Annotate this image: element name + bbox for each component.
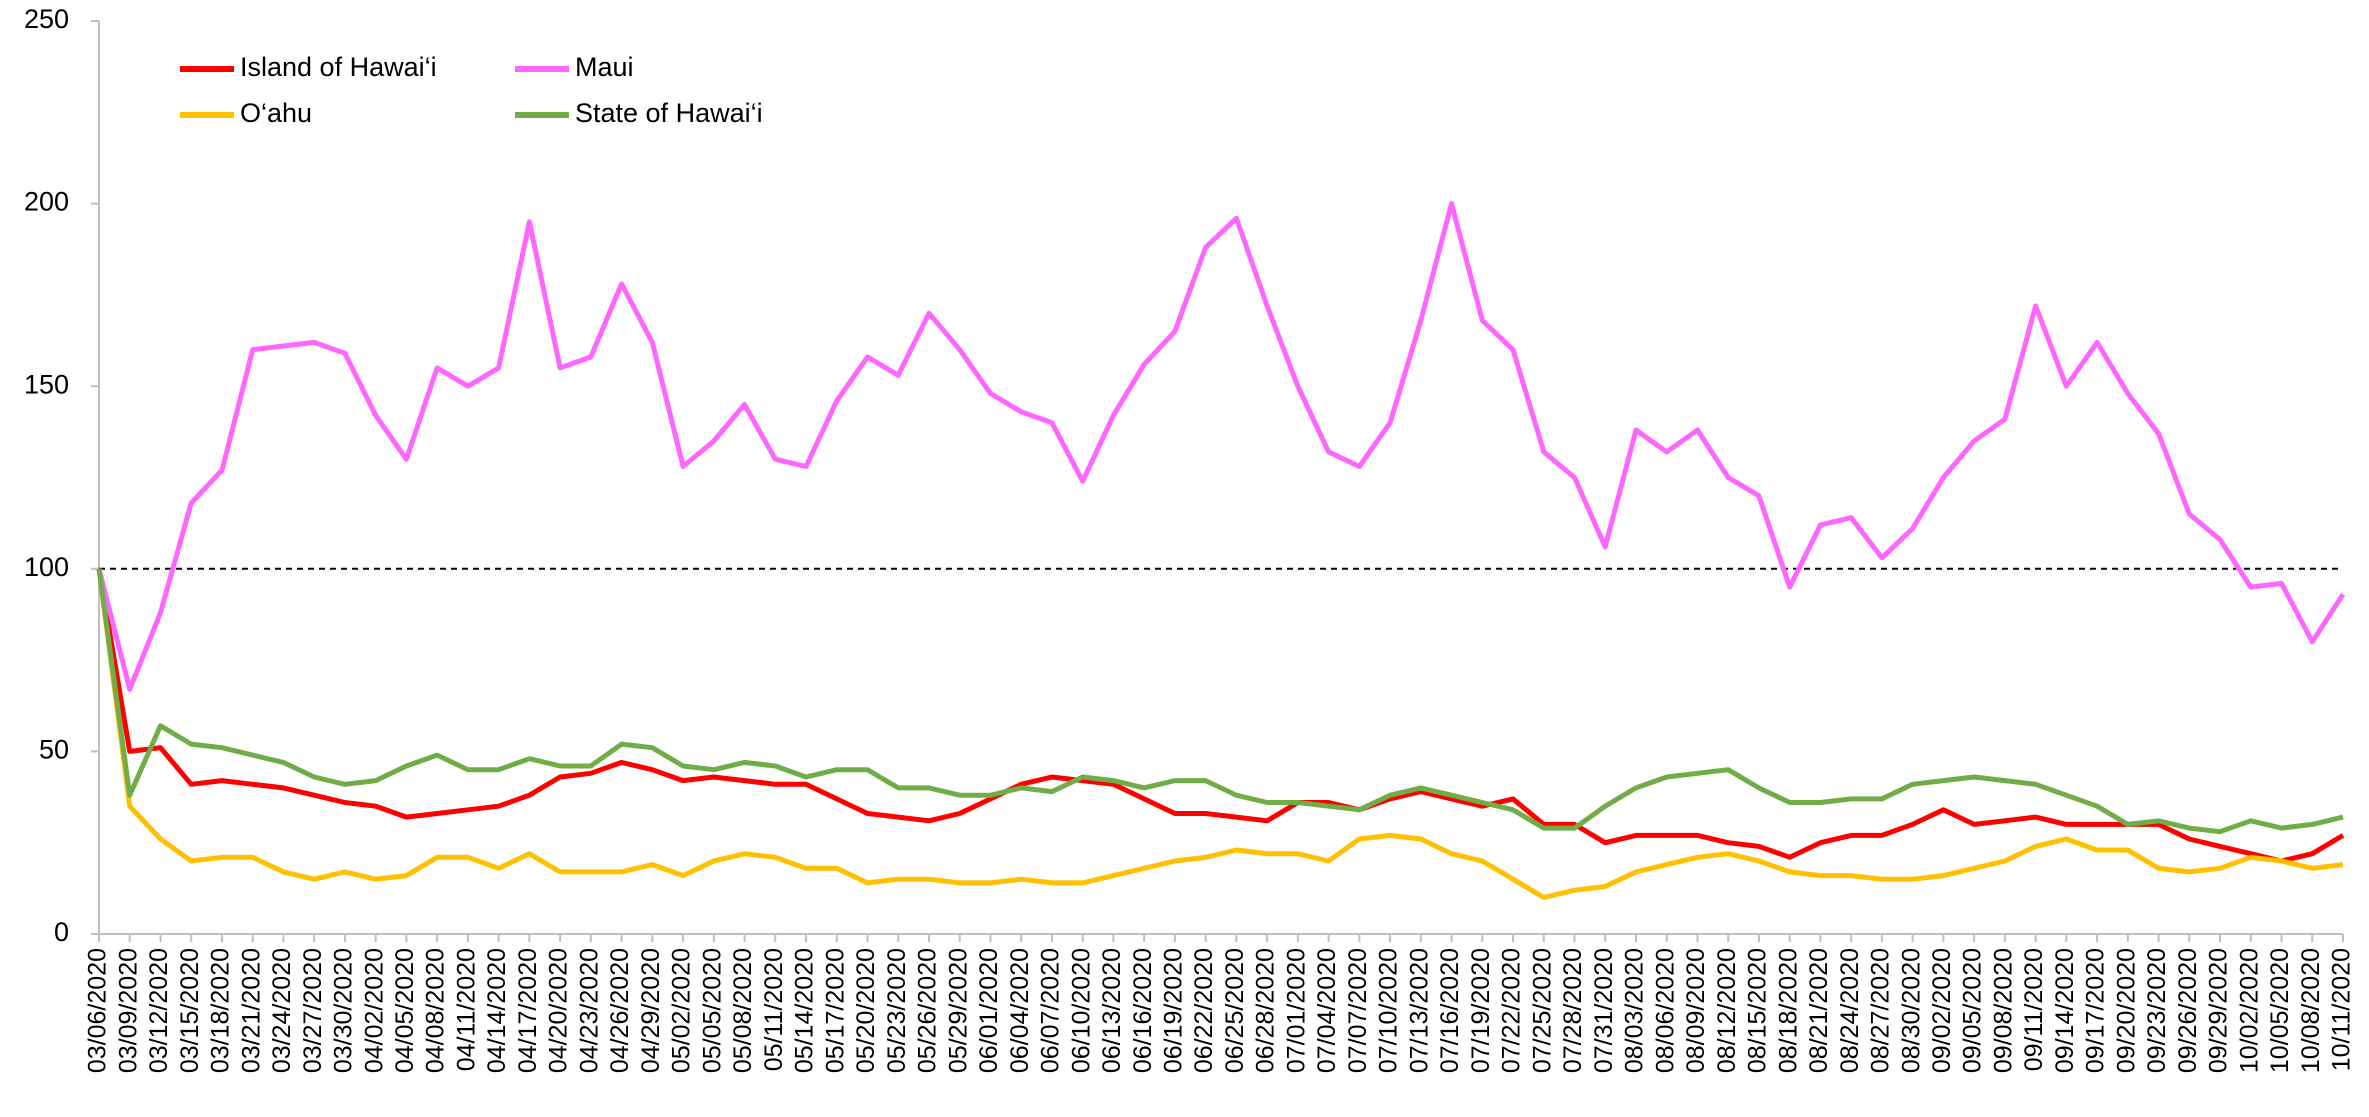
x-tick-label: 08/27/2020 [1867,948,1895,1073]
x-tick-label: 06/25/2020 [1221,948,1249,1073]
x-tick-label: 10/02/2020 [2235,948,2263,1073]
x-tick-label: 08/21/2020 [1805,948,1833,1073]
x-tick-label: 05/26/2020 [914,948,942,1073]
y-tick-label: 100 [24,552,69,582]
x-tick-label: 07/16/2020 [1436,948,1464,1073]
x-tick-label: 08/24/2020 [1836,948,1864,1073]
y-tick-label: 250 [24,4,69,34]
legend-label: Maui [575,52,634,82]
x-tick-label: 03/06/2020 [84,948,112,1073]
y-tick-label: 50 [39,735,69,765]
x-tick-label: 04/14/2020 [483,948,511,1073]
x-tick-label: 09/02/2020 [1928,948,1956,1073]
x-tick-label: 04/26/2020 [606,948,634,1073]
x-tick-label: 04/29/2020 [637,948,665,1073]
x-tick-label: 07/19/2020 [1467,948,1495,1073]
x-tick-label: 06/19/2020 [1159,948,1187,1073]
x-tick-label: 07/13/2020 [1405,948,1433,1073]
x-tick-label: 06/28/2020 [1252,948,1280,1073]
x-tick-label: 04/20/2020 [545,948,573,1073]
x-tick-label: 08/06/2020 [1651,948,1679,1073]
x-tick-label: 06/10/2020 [1067,948,1095,1073]
x-tick-label: 05/02/2020 [668,948,696,1073]
x-tick-label: 03/24/2020 [268,948,296,1073]
x-tick-label: 10/05/2020 [2266,948,2294,1073]
x-tick-label: 05/23/2020 [883,948,911,1073]
y-tick-label: 150 [24,369,69,399]
legend-label: Island of Hawai‘i [240,52,437,82]
x-tick-label: 08/15/2020 [1744,948,1772,1073]
x-tick-label: 10/08/2020 [2297,948,2325,1073]
y-tick-label: 200 [24,187,69,217]
line-series [96,568,2344,900]
x-tick-label: 07/07/2020 [1344,948,1372,1073]
x-tick-label: 05/08/2020 [729,948,757,1073]
x-tick-label: 08/18/2020 [1774,948,1802,1073]
x-tick-label: 06/07/2020 [1037,948,1065,1073]
x-tick-label: 03/09/2020 [114,948,142,1073]
x-tick-label: 09/05/2020 [1959,948,1987,1073]
x-tick-label: 03/12/2020 [145,948,173,1073]
x-tick-label: 08/03/2020 [1621,948,1649,1073]
x-tick-label: 03/18/2020 [207,948,235,1073]
x-tick-label: 08/09/2020 [1682,948,1710,1073]
x-tick-label: 03/15/2020 [176,948,204,1073]
x-tick-label: 10/11/2020 [2328,948,2356,1071]
x-tick-label: 09/26/2020 [2174,948,2202,1073]
x-tick-label: 07/25/2020 [1528,948,1556,1073]
x-tick-label: 09/23/2020 [2143,948,2171,1073]
x-tick-label: 05/05/2020 [698,948,726,1073]
x-tick-label: 03/30/2020 [330,948,358,1073]
line-series [96,568,2345,864]
x-tick-label: 09/29/2020 [2205,948,2233,1073]
x-tick-label: 03/27/2020 [299,948,327,1073]
x-tick-label: 06/13/2020 [1098,948,1126,1073]
x-tick-label: 06/04/2020 [1006,948,1034,1073]
x-tick-label: 04/11/2020 [452,948,480,1071]
x-tick-label: 05/20/2020 [852,948,880,1073]
x-tick-label: 07/28/2020 [1559,948,1587,1073]
y-tick-label: 0 [54,917,69,947]
x-tick-label: 09/20/2020 [2112,948,2140,1073]
x-tick-label: 04/02/2020 [360,948,388,1073]
x-tick-label: 09/08/2020 [1989,948,2017,1073]
x-tick-label: 04/23/2020 [575,948,603,1073]
x-tick-label: 09/17/2020 [2082,948,2110,1073]
x-tick-label: 07/10/2020 [1375,948,1403,1073]
line-series [96,568,2344,835]
x-tick-label: 06/01/2020 [975,948,1003,1073]
x-tick-label: 08/30/2020 [1897,948,1925,1073]
x-tick-label: 04/17/2020 [514,948,542,1073]
x-tick-label: 05/17/2020 [821,948,849,1073]
x-tick-label: 07/01/2020 [1282,948,1310,1073]
legend-label: O‘ahu [240,98,312,128]
x-tick-label: 05/14/2020 [791,948,819,1073]
line-series [96,201,2346,692]
x-tick-label: 05/29/2020 [944,948,972,1073]
x-tick-label: 04/05/2020 [391,948,419,1073]
x-tick-label: 08/12/2020 [1713,948,1741,1073]
x-tick-label: 06/16/2020 [1129,948,1157,1073]
x-tick-label: 05/11/2020 [760,948,788,1071]
x-tick-label: 07/04/2020 [1313,948,1341,1073]
x-tick-label: 09/11/2020 [2020,948,2048,1071]
x-tick-label: 04/08/2020 [422,948,450,1073]
x-tick-label: 06/22/2020 [1190,948,1218,1073]
x-tick-label: 03/21/2020 [237,948,265,1073]
legend-label: State of Hawai‘i [575,98,763,128]
x-tick-label: 09/14/2020 [2051,948,2079,1073]
x-tick-label: 07/31/2020 [1590,948,1618,1073]
x-tick-label: 07/22/2020 [1498,948,1526,1073]
